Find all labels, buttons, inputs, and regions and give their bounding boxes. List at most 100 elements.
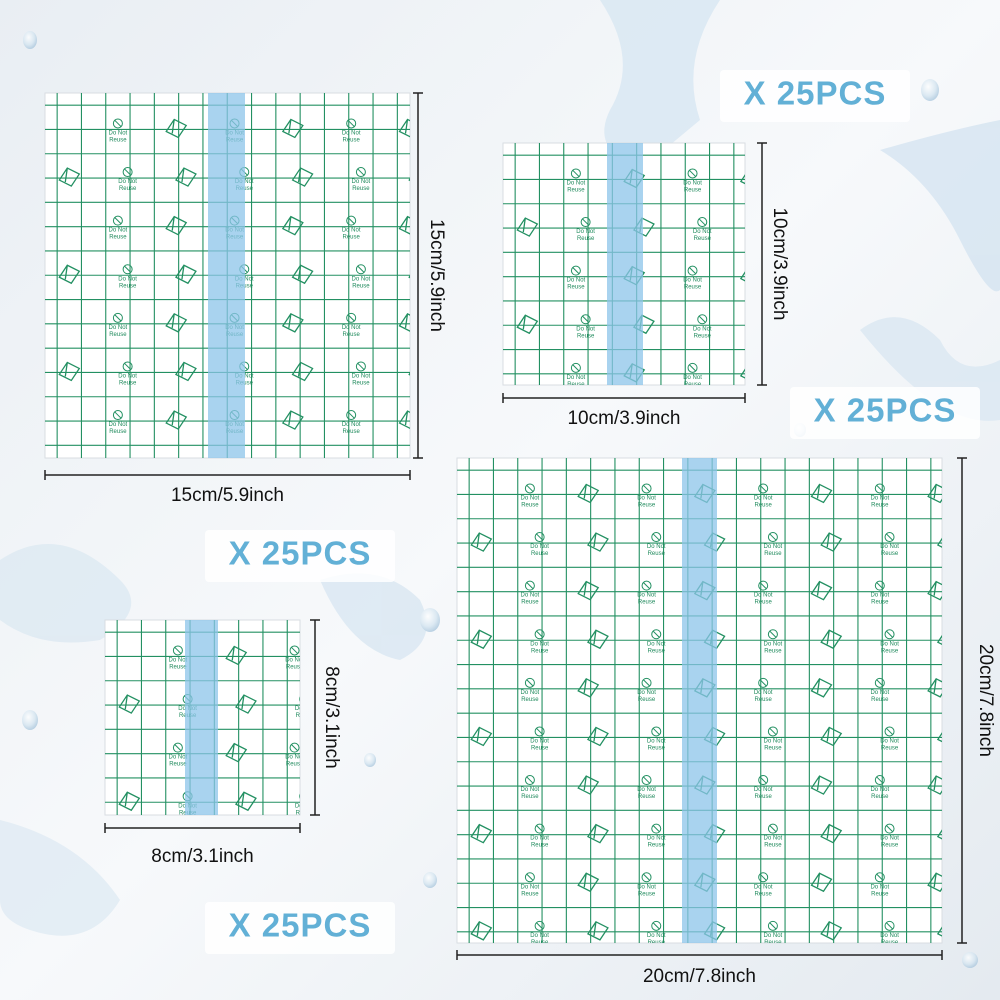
film-text: Reuse bbox=[638, 794, 656, 800]
no-reuse-icon bbox=[114, 217, 122, 225]
film-text: Reuse bbox=[169, 762, 187, 768]
film-text: Reuse bbox=[684, 285, 702, 291]
film-text: Reuse bbox=[881, 551, 899, 557]
film-text: Do Not bbox=[567, 180, 586, 186]
peel-icon bbox=[820, 823, 843, 844]
film-text: Do Not bbox=[342, 325, 361, 331]
no-reuse-icon bbox=[112, 410, 123, 421]
film-text: Reuse bbox=[764, 940, 782, 946]
film-text: Do Not bbox=[342, 130, 361, 136]
no-reuse-icon bbox=[769, 728, 777, 735]
no-reuse-icon bbox=[643, 873, 650, 881]
film-text: Do Not bbox=[764, 836, 783, 842]
film-text: Reuse bbox=[871, 502, 889, 508]
no-reuse-icon bbox=[526, 485, 534, 492]
no-reuse-icon bbox=[582, 315, 589, 323]
film-text: Reuse bbox=[684, 382, 702, 388]
peel-icon bbox=[234, 791, 257, 812]
no-reuse-icon bbox=[643, 485, 650, 492]
no-reuse-icon bbox=[698, 315, 706, 323]
peel-icon bbox=[291, 361, 314, 382]
no-reuse-icon bbox=[687, 168, 698, 179]
film-text: Do Not bbox=[521, 787, 540, 793]
no-reuse-icon bbox=[112, 215, 123, 226]
peel-icon bbox=[398, 313, 410, 332]
film-text: Do Not bbox=[576, 229, 595, 235]
no-reuse-icon bbox=[172, 645, 183, 656]
film-text: Reuse bbox=[169, 664, 187, 670]
peel-icon bbox=[281, 118, 304, 139]
no-reuse-icon bbox=[357, 168, 365, 176]
film-text: Do Not bbox=[295, 706, 314, 712]
no-reuse-icon bbox=[689, 170, 696, 177]
no-reuse-icon bbox=[524, 677, 535, 688]
film-text: Do Not bbox=[118, 276, 137, 282]
film-text: Reuse bbox=[755, 697, 773, 703]
film-text: Reuse bbox=[296, 810, 314, 816]
film-text: Reuse bbox=[119, 283, 137, 289]
film-text: Do Not bbox=[647, 933, 666, 939]
peel-icon bbox=[225, 742, 248, 763]
no-reuse-icon bbox=[582, 218, 589, 226]
film-text: Do Not bbox=[342, 228, 361, 234]
peel-icon bbox=[281, 215, 304, 236]
film-text: Do Not bbox=[521, 884, 540, 890]
peel-icon bbox=[58, 264, 81, 285]
film-text: Reuse bbox=[648, 843, 666, 849]
film-text: Do Not bbox=[109, 228, 128, 234]
no-reuse-icon bbox=[536, 825, 543, 833]
film-text: Do Not bbox=[764, 738, 783, 744]
peel-icon bbox=[810, 483, 833, 504]
peel-icon bbox=[470, 823, 493, 844]
peel-icon bbox=[820, 726, 843, 747]
no-reuse-icon bbox=[536, 630, 543, 638]
no-reuse-icon bbox=[769, 922, 777, 930]
peel-icon bbox=[234, 694, 257, 714]
no-reuse-icon bbox=[759, 776, 767, 784]
no-reuse-icon bbox=[580, 217, 591, 228]
no-reuse-icon bbox=[687, 265, 698, 276]
peel-icon bbox=[516, 314, 539, 335]
no-reuse-icon bbox=[652, 825, 660, 833]
film-text: Do Not bbox=[576, 326, 595, 332]
film-text: Do Not bbox=[567, 375, 586, 381]
film-text: Do Not bbox=[118, 179, 137, 185]
quantity-label: X 25PCS bbox=[744, 75, 887, 112]
film-text: Reuse bbox=[521, 891, 539, 897]
peel-icon bbox=[174, 361, 197, 382]
film-text: Reuse bbox=[343, 332, 361, 338]
peel-icon bbox=[586, 823, 609, 844]
film-text: Reuse bbox=[648, 648, 666, 654]
film-text: Reuse bbox=[521, 600, 539, 606]
no-reuse-icon bbox=[886, 825, 893, 833]
no-reuse-icon bbox=[643, 679, 650, 687]
peel-icon bbox=[58, 167, 81, 187]
peel-icon bbox=[927, 580, 942, 601]
width-label: 15cm/5.9inch bbox=[171, 485, 284, 506]
no-reuse-icon bbox=[572, 364, 580, 372]
film-text: Reuse bbox=[577, 236, 595, 242]
film-text: Reuse bbox=[755, 794, 773, 800]
film-text: Do Not bbox=[764, 544, 783, 550]
no-reuse-icon bbox=[534, 629, 545, 640]
film-text: Reuse bbox=[881, 648, 899, 654]
water-drops bbox=[0, 0, 1000, 968]
height-label: 8cm/3.1inch bbox=[321, 666, 342, 768]
peel-icon bbox=[470, 629, 493, 650]
width-label: 10cm/3.9inch bbox=[567, 408, 680, 429]
film-text: Reuse bbox=[567, 187, 585, 193]
no-reuse-icon bbox=[524, 872, 535, 883]
quantity-backdrop bbox=[205, 530, 395, 582]
peel-icon bbox=[398, 215, 410, 235]
peel-icon bbox=[810, 872, 833, 893]
no-reuse-icon bbox=[767, 532, 778, 543]
no-reuse-icon bbox=[643, 776, 650, 784]
film-text: Reuse bbox=[343, 235, 361, 241]
peel-icon bbox=[225, 645, 248, 666]
no-reuse-icon bbox=[758, 483, 769, 494]
no-reuse-icon bbox=[687, 362, 698, 373]
no-reuse-icon bbox=[758, 580, 769, 591]
film-text: Reuse bbox=[755, 502, 773, 508]
film-text: Reuse bbox=[109, 332, 127, 338]
